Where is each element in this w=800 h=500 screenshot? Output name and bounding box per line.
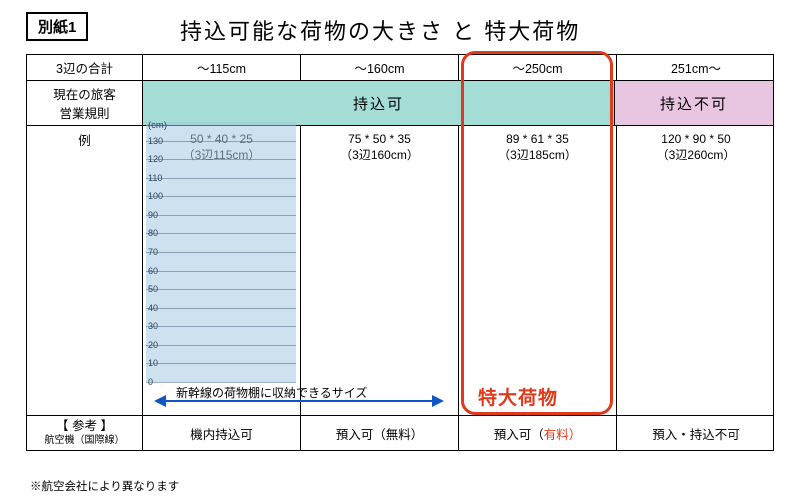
airline-label-sub: 航空機（国際線） [45,435,125,446]
sum-0: （3辺115cm） [183,148,261,163]
example-cell-1: 75 * 50 * 35 （3辺160cm） [301,126,459,415]
denied-bar: 持込不可 [615,81,773,125]
airline-row: 【 参考 】 航空機（国際線） 機内持込可 預入可（無料） 預入可（有料） 預入… [27,416,773,450]
airline-paid: 有料） [544,424,582,443]
dims-2: 89 * 61 * 35 [506,132,569,147]
example-cell-2: 89 * 61 * 35 （3辺185cm） [459,126,617,415]
dims-0: 50 * 40 * 25 [190,132,253,147]
current-rule-row: 現在の旅客 営業規則 持込可 持込不可 [27,81,773,126]
airline-cell-2: 預入可（有料） [459,416,617,450]
footnote: ※航空会社により異なります [30,478,179,494]
col-3: 251cm～ [617,55,775,80]
airline-cell-3: 預入・持込不可 [617,416,775,450]
allowed-bar: 持込可 [143,81,615,125]
example-cell-0: 50 * 40 * 25 （3辺115cm） [143,126,301,415]
dims-3: 120 * 90 * 50 [661,132,730,147]
current-rule-label: 現在の旅客 営業規則 [27,81,143,125]
sum-2: （3辺185cm） [498,148,577,163]
airline-label-main: 【 参考 】 [45,420,125,434]
airline-cell-2-pre: 預入可（ [494,424,544,443]
col-2: ～250cm [459,55,617,80]
col-1: ～160cm [301,55,459,80]
airline-label: 【 参考 】 航空機（国際線） [27,416,143,450]
example-row: 例 50 * 40 * 25 （3辺115cm） 75 * 50 * 35 （3… [27,126,773,416]
airline-cell-1: 預入可（無料） [301,416,459,450]
header-row: 3辺の合計 ～115cm ～160cm ～250cm 251cm～ [27,55,773,81]
baggage-table: 3辺の合計 ～115cm ～160cm ～250cm 251cm～ 現在の旅客 … [26,54,774,451]
attachment-label: 別紙1 [26,12,88,41]
col-0: ～115cm [143,55,301,80]
example-label: 例 [27,126,143,415]
sum-3: （3辺260cm） [657,148,736,163]
sum3-label: 3辺の合計 [27,55,143,80]
airline-cell-0: 機内持込可 [143,416,301,450]
page-title: 持込可能な荷物の大きさ と 特大荷物 [180,14,580,46]
example-cell-3: 120 * 90 * 50 （3辺260cm） [617,126,775,415]
sum-1: （3辺160cm） [340,148,419,163]
dims-1: 75 * 50 * 35 [348,132,411,147]
